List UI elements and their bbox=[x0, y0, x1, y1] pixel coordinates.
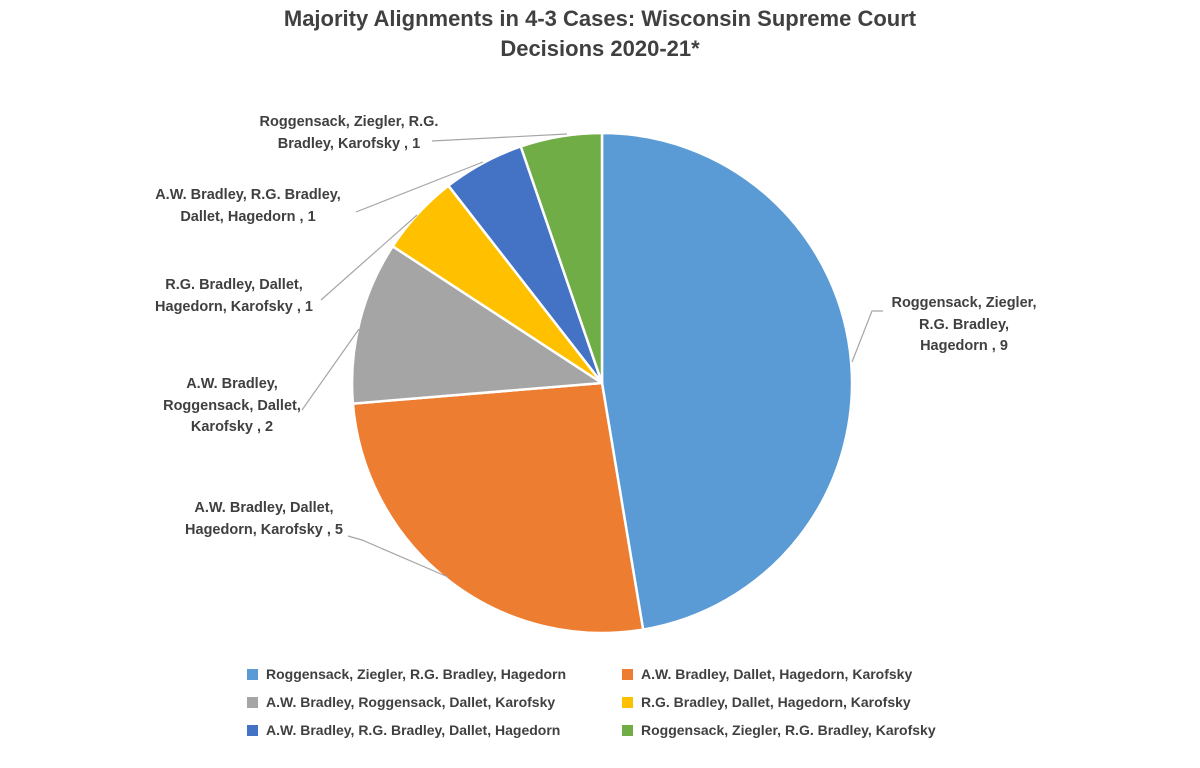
leader-line-3 bbox=[320, 214, 418, 301]
leader-line-1 bbox=[347, 535, 449, 578]
data-label-line: Roggensack, Dallet, bbox=[163, 397, 301, 414]
data-label-line: Hagedorn, Karofsky , 1 bbox=[155, 298, 313, 315]
legend-entry-4: A.W. Bradley, R.G. Bradley, Dallet, Hage… bbox=[247, 719, 622, 741]
legend-swatch-icon bbox=[622, 668, 633, 680]
legend-label: A.W. Bradley, Roggensack, Dallet, Karofs… bbox=[266, 694, 556, 710]
pie-slice-2 bbox=[350, 245, 604, 405]
pie-slice-0 bbox=[600, 131, 854, 631]
pie-slice-1 bbox=[351, 381, 645, 635]
legend-label: A.W. Bradley, Dallet, Hagedorn, Karofsky bbox=[641, 666, 913, 682]
leader-line-0 bbox=[851, 310, 883, 363]
legend-label: R.G. Bradley, Dallet, Hagedorn, Karofsky bbox=[641, 694, 911, 710]
data-label-line: Karofsky , 2 bbox=[190, 419, 274, 435]
data-label-line: Roggensack, Ziegler, R.G. bbox=[259, 114, 439, 130]
data-label-0: Roggensack, Ziegler, R.G. Bradley, Hagedor… bbox=[864, 293, 1064, 358]
data-label-line: A.W. Bradley, R.G. Bradley, bbox=[155, 187, 341, 203]
legend-label: A.W. Bradley, R.G. Bradley, Dallet, Hage… bbox=[266, 722, 561, 738]
data-label-4: A.W. Bradley, R.G. Bradley, Dallet, Haged… bbox=[138, 185, 358, 228]
legend-label: Roggensack, Ziegler, R.G. Bradley, Haged… bbox=[266, 666, 567, 682]
data-label-line: A.W. Bradley, Dallet, bbox=[194, 500, 334, 516]
data-label-line: R.G. Bradley, bbox=[919, 316, 1009, 333]
chart-title-line-2: Decisions 2020-21* bbox=[500, 36, 700, 61]
legend-entry-3: R.G. Bradley, Dallet, Hagedorn, Karofsky bbox=[622, 691, 987, 713]
legend-swatch-icon bbox=[247, 724, 258, 736]
legend-entry-0: Roggensack, Ziegler, R.G. Bradley, Haged… bbox=[247, 663, 622, 685]
data-label-line: R.G. Bradley, Dallet, bbox=[165, 277, 303, 293]
pie-slice-5 bbox=[519, 131, 604, 385]
data-label-5: Roggensack, Ziegler, R.G. Bradley, Karofs… bbox=[239, 112, 459, 155]
data-label-3: R.G. Bradley, Dallet, Hagedorn, Karofsky … bbox=[124, 275, 344, 318]
legend-swatch-icon bbox=[622, 724, 633, 736]
leader-line-4 bbox=[355, 161, 484, 213]
legend-swatch-icon bbox=[247, 696, 258, 708]
leader-line-2 bbox=[301, 328, 360, 411]
legend-entry-1: A.W. Bradley, Dallet, Hagedorn, Karofsky bbox=[622, 663, 987, 685]
data-label-line: Bradley, Karofsky , 1 bbox=[277, 135, 421, 152]
data-label-2: A.W. Bradley, Roggensack, Dallet, Karofsky… bbox=[122, 374, 342, 439]
chart-title-line-1: Majority Alignments in 4-3 Cases: Wiscon… bbox=[283, 6, 917, 31]
legend-entry-2: A.W. Bradley, Roggensack, Dallet, Karofs… bbox=[247, 691, 622, 713]
data-label-line: Dallet, Hagedorn , 1 bbox=[180, 208, 316, 225]
data-label-1: A.W. Bradley, Dallet, Hagedorn, Karofsky … bbox=[154, 498, 374, 541]
data-label-line: A.W. Bradley, bbox=[186, 376, 278, 392]
legend-swatch-icon bbox=[622, 696, 633, 708]
data-label-line: Hagedorn , 9 bbox=[920, 338, 1008, 354]
legend: Roggensack, Ziegler, R.G. Bradley, Haged… bbox=[247, 663, 987, 741]
data-label-line: Hagedorn, Karofsky , 5 bbox=[185, 521, 343, 538]
legend-entry-5: Roggensack, Ziegler, R.G. Bradley, Karof… bbox=[622, 719, 987, 741]
data-label-line: Roggensack, Ziegler, bbox=[891, 295, 1037, 311]
legend-label: Roggensack, Ziegler, R.G. Bradley, Karof… bbox=[641, 722, 936, 738]
leader-line-5 bbox=[431, 133, 568, 142]
legend-swatch-icon bbox=[247, 668, 258, 680]
chart-title: Majority Alignments in 4-3 Cases: Wiscon… bbox=[0, 4, 1200, 64]
